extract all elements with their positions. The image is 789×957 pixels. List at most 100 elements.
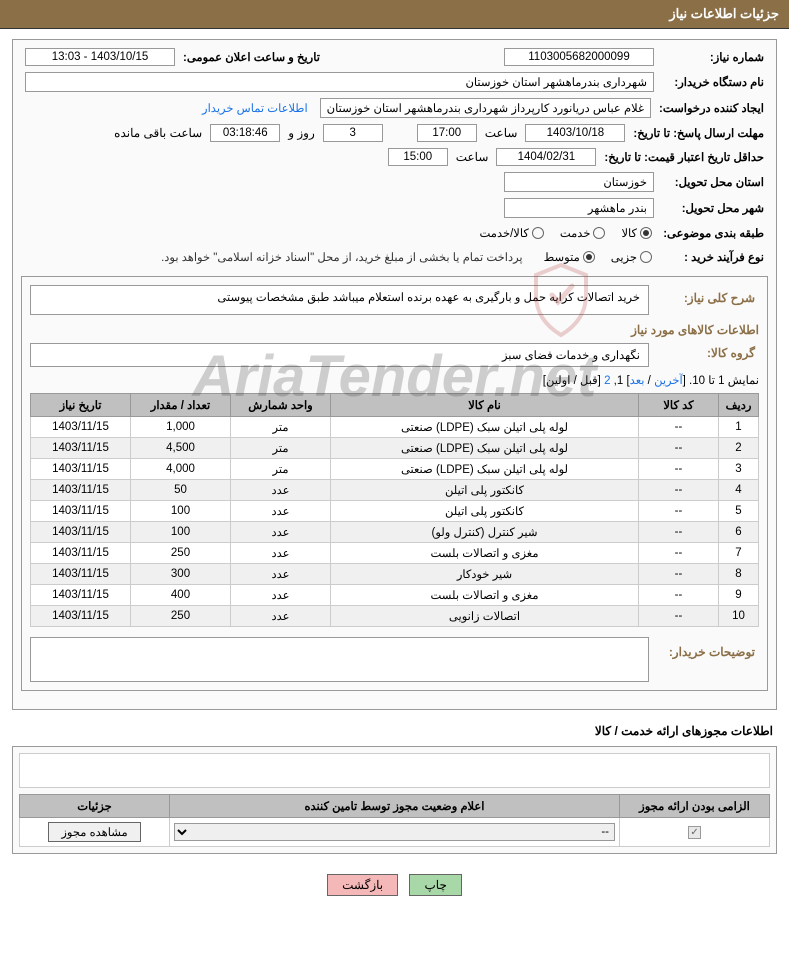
table-row: 3--لوله پلی اتیلن سبک (LDPE) صنعتیمتر4,0… xyxy=(31,459,759,480)
table-cell: 300 xyxy=(131,564,231,585)
th-date: تاریخ نیاز xyxy=(31,394,131,417)
need-no: 1103005682000099 xyxy=(504,48,654,66)
th-qty: تعداد / مقدار xyxy=(131,394,231,417)
deadline-date: 1403/10/18 xyxy=(525,124,625,142)
goods-table: ردیف کد کالا نام کالا واحد شمارش تعداد /… xyxy=(30,393,759,627)
proc-opt1: جزیی xyxy=(611,250,637,264)
table-cell: -- xyxy=(639,459,719,480)
pager-last-link[interactable]: آخرین xyxy=(654,375,683,387)
table-cell: 250 xyxy=(131,606,231,627)
proc-opt2: متوسط xyxy=(544,250,580,264)
lic-th-mandatory: الزامی بودن ارائه مجوز xyxy=(620,795,770,818)
pager-next-link[interactable]: بعد xyxy=(630,375,645,387)
th-code: کد کالا xyxy=(639,394,719,417)
table-cell: شیر کنترل (کنترل ولو) xyxy=(331,522,639,543)
table-cell: 250 xyxy=(131,543,231,564)
desc-value: خرید اتصالات کرایه حمل و بارگیری به عهده… xyxy=(30,285,649,315)
th-row: ردیف xyxy=(719,394,759,417)
table-cell: مغزی و اتصالات بلست xyxy=(331,543,639,564)
table-cell: -- xyxy=(639,585,719,606)
table-cell: 1403/11/15 xyxy=(31,501,131,522)
cat-opt3: کالا/خدمت xyxy=(480,226,529,240)
bottom-buttons: چاپ بازگشت xyxy=(0,864,789,911)
table-row: 5--کانکتور پلی اتیلنعدد1001403/11/15 xyxy=(31,501,759,522)
table-cell: متر xyxy=(231,438,331,459)
license-section-label: اطلاعات مجوزهای ارائه خدمت / کالا xyxy=(14,720,775,742)
table-cell: اتصالات زانویی xyxy=(331,606,639,627)
table-cell: 10 xyxy=(719,606,759,627)
cat-opt2: خدمت xyxy=(560,226,591,240)
buyer-org: شهرداری بندرماهشهر استان خوزستان xyxy=(25,72,654,92)
pager-prefix: نمایش 1 تا 10. [ xyxy=(683,375,759,387)
payment-note: پرداخت تمام یا بخشی از مبلغ خرید، از محل… xyxy=(161,250,523,264)
view-license-button[interactable]: مشاهده مجوز xyxy=(48,822,140,842)
table-cell: 100 xyxy=(131,501,231,522)
radio-minor[interactable] xyxy=(640,251,652,263)
buyer-org-label: نام دستگاه خریدار: xyxy=(658,73,768,91)
group-value: نگهداری و خدمات فضای سبز xyxy=(30,343,649,367)
table-cell: عدد xyxy=(231,543,331,564)
table-cell: عدد xyxy=(231,606,331,627)
table-row: 1--لوله پلی اتیلن سبک (LDPE) صنعتیمتر1,0… xyxy=(31,417,759,438)
table-cell: 4,000 xyxy=(131,459,231,480)
table-cell: 7 xyxy=(719,543,759,564)
license-panel: الزامی بودن ارائه مجوز اعلام وضعیت مجوز … xyxy=(12,746,777,854)
category-label: طبقه بندی موضوعی: xyxy=(658,224,768,242)
city: بندر ماهشهر xyxy=(504,198,654,218)
table-cell: لوله پلی اتیلن سبک (LDPE) صنعتی xyxy=(331,438,639,459)
time-label-1: ساعت xyxy=(485,126,518,140)
table-cell: -- xyxy=(639,438,719,459)
table-cell: لوله پلی اتیلن سبک (LDPE) صنعتی xyxy=(331,417,639,438)
table-cell: 8 xyxy=(719,564,759,585)
table-cell: 1403/11/15 xyxy=(31,543,131,564)
table-cell: 3 xyxy=(719,459,759,480)
radio-medium[interactable] xyxy=(583,251,595,263)
table-cell: 1403/11/15 xyxy=(31,459,131,480)
buyer-notes-area xyxy=(30,637,649,682)
announce-label: تاریخ و ساعت اعلان عمومی: xyxy=(179,48,324,66)
page-title: جزئیات اطلاعات نیاز xyxy=(669,6,779,21)
lic-th-status: اعلام وضعیت مجوز توسط تامین کننده xyxy=(170,795,620,818)
table-cell: -- xyxy=(639,501,719,522)
table-row: 4--کانکتور پلی اتیلنعدد501403/11/15 xyxy=(31,480,759,501)
table-cell: -- xyxy=(639,480,719,501)
radio-service[interactable] xyxy=(593,227,605,239)
table-cell: کانکتور پلی اتیلن xyxy=(331,501,639,522)
table-cell: مغزی و اتصالات بلست xyxy=(331,585,639,606)
time-label-2: ساعت xyxy=(456,150,489,164)
goods-info-label: اطلاعات کالاهای مورد نیاز xyxy=(30,323,759,337)
deadline-time: 17:00 xyxy=(417,124,477,142)
print-button[interactable]: چاپ xyxy=(409,874,461,896)
table-cell: 2 xyxy=(719,438,759,459)
table-cell: 1 xyxy=(719,417,759,438)
table-cell: 1403/11/15 xyxy=(31,606,131,627)
table-cell: -- xyxy=(639,543,719,564)
category-radio-group: کالا خدمت کالا/خدمت xyxy=(474,226,659,240)
back-button[interactable]: بازگشت xyxy=(327,874,398,896)
table-cell: 1403/11/15 xyxy=(31,417,131,438)
license-row: ✓ -- مشاهده مجوز xyxy=(20,818,770,847)
pager-end: [قبل / اولین] xyxy=(543,375,604,387)
radio-both[interactable] xyxy=(532,227,544,239)
group-label: گروه کالا: xyxy=(649,344,759,362)
province: خوزستان xyxy=(504,172,654,192)
contact-link[interactable]: اطلاعات تماس خریدار xyxy=(202,101,308,115)
requester: غلام عباس دریانورد کارپرداز شهرداری بندر… xyxy=(320,98,651,118)
status-select[interactable]: -- xyxy=(174,823,615,841)
days-and: روز و xyxy=(288,126,315,140)
mandatory-checkbox: ✓ xyxy=(688,826,701,839)
table-cell: 1403/11/15 xyxy=(31,480,131,501)
table-cell: 5 xyxy=(719,501,759,522)
pager-sep1: / xyxy=(644,375,654,387)
need-no-label: شماره نیاز: xyxy=(658,48,768,66)
main-panel: شماره نیاز: 1103005682000099 تاریخ و ساع… xyxy=(12,39,777,710)
deadline-label: مهلت ارسال پاسخ: تا تاریخ: xyxy=(629,124,768,142)
radio-goods[interactable] xyxy=(640,227,652,239)
cat-opt1: کالا xyxy=(621,226,637,240)
table-cell: 6 xyxy=(719,522,759,543)
lic-th-details: جزئیات xyxy=(20,795,170,818)
license-spacer xyxy=(19,753,770,788)
table-cell: کانکتور پلی اتیلن xyxy=(331,480,639,501)
requester-label: ایجاد کننده درخواست: xyxy=(655,99,768,117)
city-label: شهر محل تحویل: xyxy=(658,199,768,217)
